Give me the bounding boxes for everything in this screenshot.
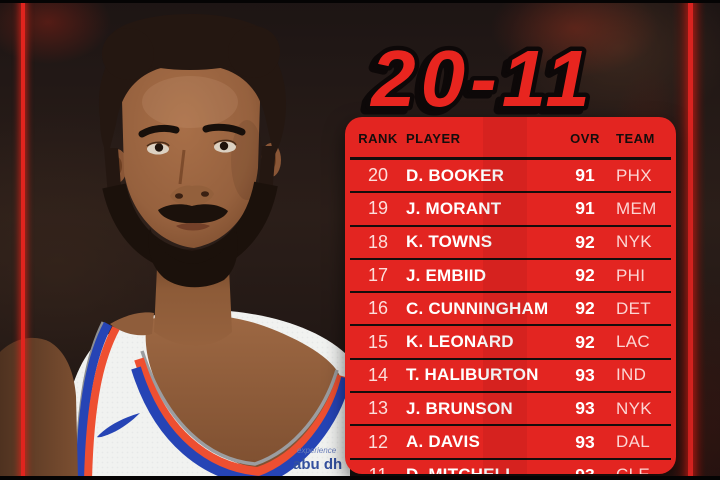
table-row: 20 D. BOOKER 91 PHX (350, 160, 671, 194)
table-row: 13 J. BRUNSON 93 NYK (350, 393, 671, 427)
title-block: 20-11 20-11 (360, 30, 595, 125)
rank-cell: 20 (367, 165, 389, 186)
table-row: 18 K. TOWNS 92 NYK (350, 227, 671, 260)
header-rank: RANK (358, 131, 398, 146)
player-cell: K. TOWNS (406, 232, 493, 252)
rank-cell: 15 (367, 331, 389, 352)
header-team: TEAM (616, 131, 655, 146)
ovr-cell: 92 (575, 231, 595, 252)
table-row: 12 A. DAVIS 93 DAL (350, 426, 671, 460)
team-cell: DAL (616, 432, 650, 452)
team-cell: NYK (616, 232, 652, 252)
rank-cell: 11 (356, 465, 400, 474)
team-cell: DET (616, 298, 651, 318)
player-cell: A. DAVIS (406, 432, 481, 452)
table-row: 11 D. MITCHELL 93 CLE (350, 460, 671, 474)
nike-swoosh-icon (97, 413, 140, 438)
left-border-stripe (21, 0, 25, 480)
ratings-panel: RANK PLAYER OVR TEAM 20 D. BOOKER 91 PHX… (345, 117, 676, 474)
player-cell: J. EMBIID (406, 265, 487, 285)
team-cell: CLE (614, 465, 661, 474)
ovr-cell: 93 (575, 364, 595, 385)
rank-cell: 14 (367, 364, 389, 385)
player-cell: T. HALIBURTON (406, 365, 539, 385)
player-arm (0, 337, 78, 480)
title-text: 20-11 (369, 34, 595, 123)
table-header-row: RANK PLAYER OVR TEAM (350, 117, 671, 160)
table-row: 14 T. HALIBURTON 93 IND (350, 360, 671, 394)
jersey-patch-line1: experience (297, 446, 337, 455)
ovr-cell: 92 (575, 331, 595, 352)
team-cell: PHI (616, 265, 646, 285)
player-beard (102, 181, 278, 288)
rank-cell: 12 (367, 431, 389, 452)
rank-cell: 19 (367, 198, 389, 219)
title-shadow: 20-11 (364, 38, 590, 125)
rank-cell: 17 (367, 265, 389, 286)
ovr-cell: 93 (556, 465, 614, 474)
team-cell: PHX (616, 165, 652, 185)
ovr-cell: 91 (575, 198, 595, 219)
ovr-cell: 92 (575, 265, 595, 286)
table-row: 19 J. MORANT 91 MEM (350, 193, 671, 227)
table-row: 15 K. LEONARD 92 LAC (350, 326, 671, 360)
player-cell: C. CUNNINGHAM (406, 298, 549, 318)
collar-trim-orange (134, 357, 347, 478)
team-cell: LAC (616, 332, 650, 352)
rank-cell: 16 (367, 298, 389, 319)
collar-trim-gray (140, 350, 339, 466)
player-cell: J. MORANT (406, 198, 502, 218)
team-cell: MEM (616, 198, 657, 218)
collar-trim-blue (131, 366, 350, 480)
team-cell: IND (616, 365, 647, 385)
table-row: 16 C. CUNNINGHAM 92 DET (350, 293, 671, 327)
player-render: experience abu dh (0, 13, 350, 480)
ovr-cell: 93 (575, 398, 595, 419)
right-border-stripe (688, 0, 693, 480)
player-face (122, 52, 260, 248)
header-player: PLAYER (406, 131, 461, 146)
table-row: 17 J. EMBIID 92 PHI (350, 260, 671, 294)
ovr-cell: 92 (575, 298, 595, 319)
top-black-bar (0, 0, 720, 3)
player-cell: J. BRUNSON (406, 398, 513, 418)
rank-cell: 18 (367, 231, 389, 252)
player-cell: D. MITCHELL (400, 465, 556, 474)
bottom-black-bar (0, 476, 720, 480)
ratings-rows: 20 D. BOOKER 91 PHX 19 J. MORANT 91 MEM … (350, 160, 671, 474)
team-cell: NYK (616, 398, 652, 418)
ovr-cell: 93 (575, 431, 595, 452)
jersey-patch-line2: abu dh (293, 456, 342, 473)
player-cell: K. LEONARD (406, 332, 514, 352)
ovr-cell: 91 (575, 165, 595, 186)
rank-cell: 13 (367, 398, 389, 419)
header-ovr: OVR (570, 131, 600, 146)
player-cell: D. BOOKER (406, 165, 505, 185)
